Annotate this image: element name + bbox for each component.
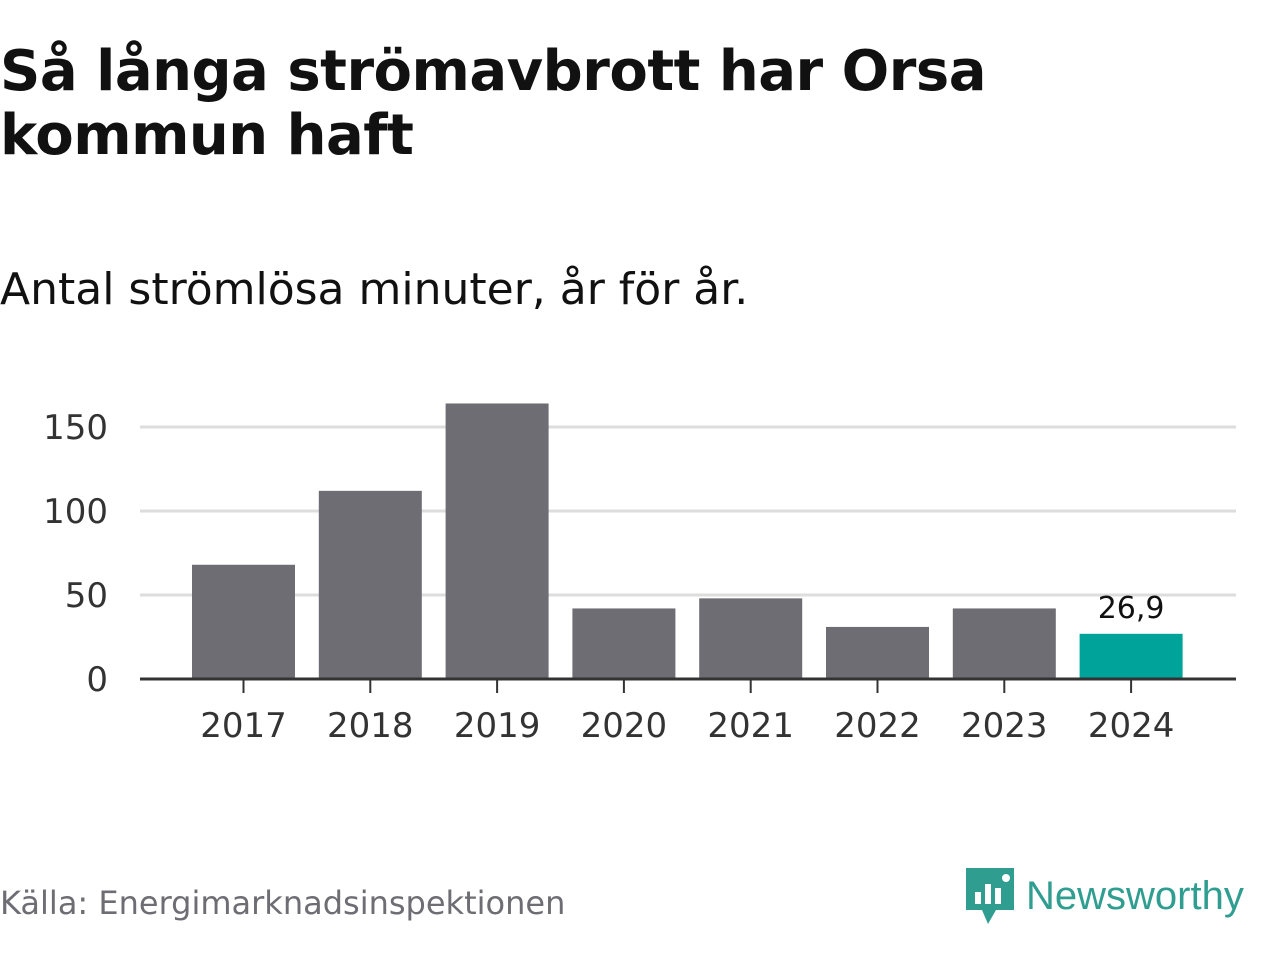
newsworthy-logo-icon [966,868,1014,924]
data-label: 26,9 [1098,591,1165,626]
bar-2019 [445,403,549,679]
y-tick-label: 100 [43,492,108,532]
brand-logo: Newsworthy [964,864,1244,928]
y-tick-label: 150 [43,408,108,448]
bar-2018 [318,490,422,679]
x-tick-label: 2022 [834,706,921,746]
brand-name: Newsworthy [1026,873,1244,918]
x-tick-label: 2023 [961,706,1048,746]
bar-2022 [826,626,929,679]
bar-2023 [952,608,1056,679]
chart-title: Så långa strömavbrott har Orsa kommun ha… [0,39,987,168]
x-tick-label: 2019 [454,706,541,746]
x-tick-label: 2021 [707,706,794,746]
bar-2021 [699,598,803,679]
x-tick-label: 2024 [1088,706,1175,746]
x-tick-label: 2020 [581,706,668,746]
x-tick-label: 2017 [200,706,287,746]
bar-2020 [572,608,676,679]
chart-subtitle: Antal strömlösa minuter, år för år. [0,264,749,315]
x-tick-label: 2018 [327,706,414,746]
bar-chart: 0 50 100 150 2017 2018 2019 2020 2021 2022 2023 202… [43,403,1236,746]
y-tick-label: 50 [65,576,108,616]
bar-2024 [1079,633,1183,679]
source-note: Källa: Energimarknadsinspektionen [0,884,566,922]
bar-2017 [192,564,295,679]
y-tick-label: 0 [86,660,108,700]
